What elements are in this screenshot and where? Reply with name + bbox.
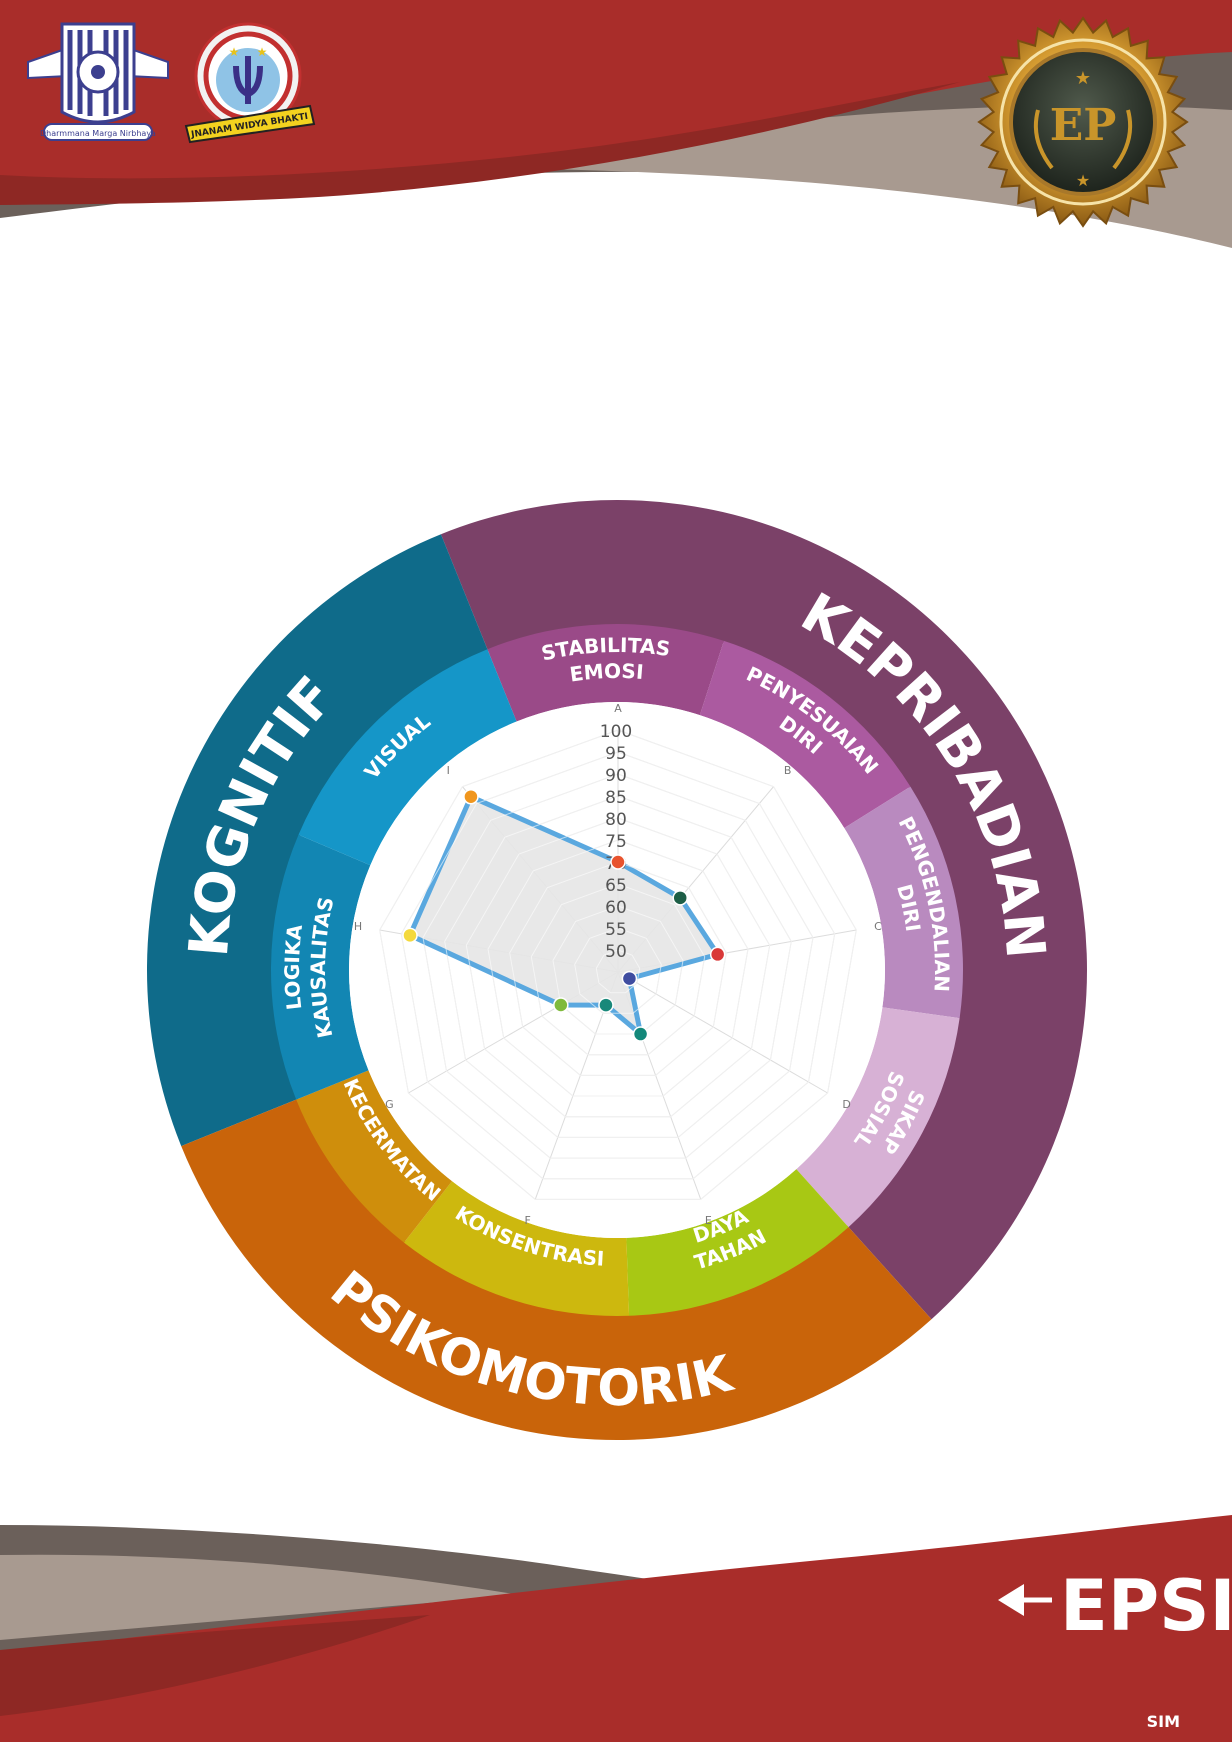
- logo-2-star-1: ★: [229, 45, 240, 59]
- footer-grey-band: [0, 1554, 520, 1640]
- segment-daya-tahan: [626, 1169, 849, 1316]
- outer-ring-kepribadian: [440, 499, 1088, 1320]
- footer-logo-text: EPSI: [1060, 1565, 1232, 1647]
- segment-pengendalian-diri: [844, 786, 963, 1019]
- grid-ring-overlay: [530, 883, 706, 1056]
- outer-ring-kognitif: [147, 534, 489, 1147]
- grid-ring-overlay: [422, 773, 814, 1159]
- radial-tick-label: 95: [605, 744, 627, 764]
- radial-tick-label: 90: [605, 766, 627, 786]
- grid-ring-overlay: [509, 861, 727, 1076]
- footer-red-band: [0, 1515, 1232, 1742]
- data-point-e: [632, 1026, 649, 1042]
- logo-2-star-2: ★: [257, 45, 268, 59]
- logo-1-ribbon: [43, 123, 153, 141]
- axis-label-b: B: [784, 764, 792, 777]
- segment-stabilitas-emosi-line2: EMOSI: [568, 659, 644, 687]
- data-point-d: [621, 970, 638, 987]
- academy-logo: ★ ★ JNANAM WIDYA BHAKTI: [184, 22, 316, 144]
- data-point-c: [709, 946, 726, 963]
- competency-wheel: KEPRIBADIANKOGNITIFPSIKOMOTORIKSTABILITA…: [147, 499, 1088, 1441]
- data-point-h: [402, 927, 418, 944]
- axis-label-i: I: [447, 764, 450, 777]
- grid-spoke: [617, 971, 828, 1094]
- radial-tick-label: 60: [605, 898, 627, 918]
- axis-label-g: G: [385, 1098, 394, 1111]
- grid-ring-overlay: [487, 839, 749, 1097]
- grid-ring-overlay: [595, 949, 641, 994]
- footer-banner: [0, 1515, 1232, 1742]
- data-point-b: [672, 890, 688, 906]
- grid-ring-overlay: [400, 751, 836, 1180]
- header-dark-band: [0, 82, 960, 205]
- badge-laurel: [1033, 109, 1133, 170]
- segment-visual: [298, 649, 517, 866]
- logo-2-ribbon: [184, 104, 316, 144]
- logo-wheel-hub: [91, 65, 105, 79]
- segment-konsentrasi: [403, 1181, 630, 1316]
- axis-label-c: C: [874, 920, 882, 933]
- axis-label-h: H: [354, 920, 362, 933]
- gold-badge: ★ ★ EP: [977, 16, 1189, 228]
- badge-star-top: ★: [1075, 68, 1091, 89]
- grid-ring-overlay: [379, 729, 857, 1200]
- footer-sim-label: SIM: [1146, 1712, 1180, 1731]
- radial-tick-label: 65: [605, 876, 627, 896]
- axis-label-d: D: [842, 1098, 850, 1111]
- radar-chart: 10095908580757065605550ABCDEFGHI: [354, 702, 882, 1227]
- police-traffic-logo: Dharmmana Marga Nirbhaya: [27, 22, 169, 141]
- axis-label-e: E: [705, 1214, 712, 1227]
- grid-ring-overlay: [574, 927, 662, 1014]
- grid-ring-overlay: [465, 817, 771, 1118]
- segment-kecermatan: [296, 1070, 453, 1243]
- logo-2-trident: [233, 56, 263, 104]
- badge-star-bottom: ★: [1076, 171, 1090, 190]
- badge-rim: [999, 38, 1167, 206]
- segment-logika-kausalitas-line1: LOGIKA: [280, 923, 307, 1011]
- axis-label-a: A: [614, 702, 622, 715]
- radial-tick-label: 80: [605, 810, 627, 830]
- data-point-i: [463, 788, 479, 805]
- segment-logika-kausalitas: [270, 834, 371, 1100]
- segment-stabilitas-emosi: [487, 624, 724, 722]
- data-point-a: [610, 854, 626, 870]
- footer-dark-band: [0, 1615, 430, 1716]
- logo-1-motto: Dharmmana Marga Nirbhaya: [40, 129, 156, 138]
- radial-tick-label: 75: [605, 832, 627, 852]
- badge-monogram: EP: [1050, 100, 1117, 151]
- footer-epsi-logo: EPSI: [998, 1565, 1232, 1647]
- header-red-band: [0, 0, 1232, 184]
- radial-tick-label: 85: [605, 788, 627, 808]
- segment-sikap-sosial: [796, 1007, 960, 1228]
- grid-ring-overlay: [552, 905, 684, 1035]
- radial-tick-label: 55: [605, 920, 627, 940]
- data-point-f: [598, 997, 614, 1013]
- radial-tick-label: 100: [600, 722, 632, 742]
- outer-ring-psikomotorik: [181, 1098, 932, 1441]
- grid-ring-overlay: [444, 795, 792, 1138]
- axis-label-f: F: [525, 1214, 531, 1227]
- data-point-g: [553, 997, 569, 1013]
- segment-penyesuaian-diri: [699, 640, 911, 828]
- logo-arrow-icon: [998, 1584, 1024, 1616]
- radial-tick-label: 50: [605, 942, 627, 962]
